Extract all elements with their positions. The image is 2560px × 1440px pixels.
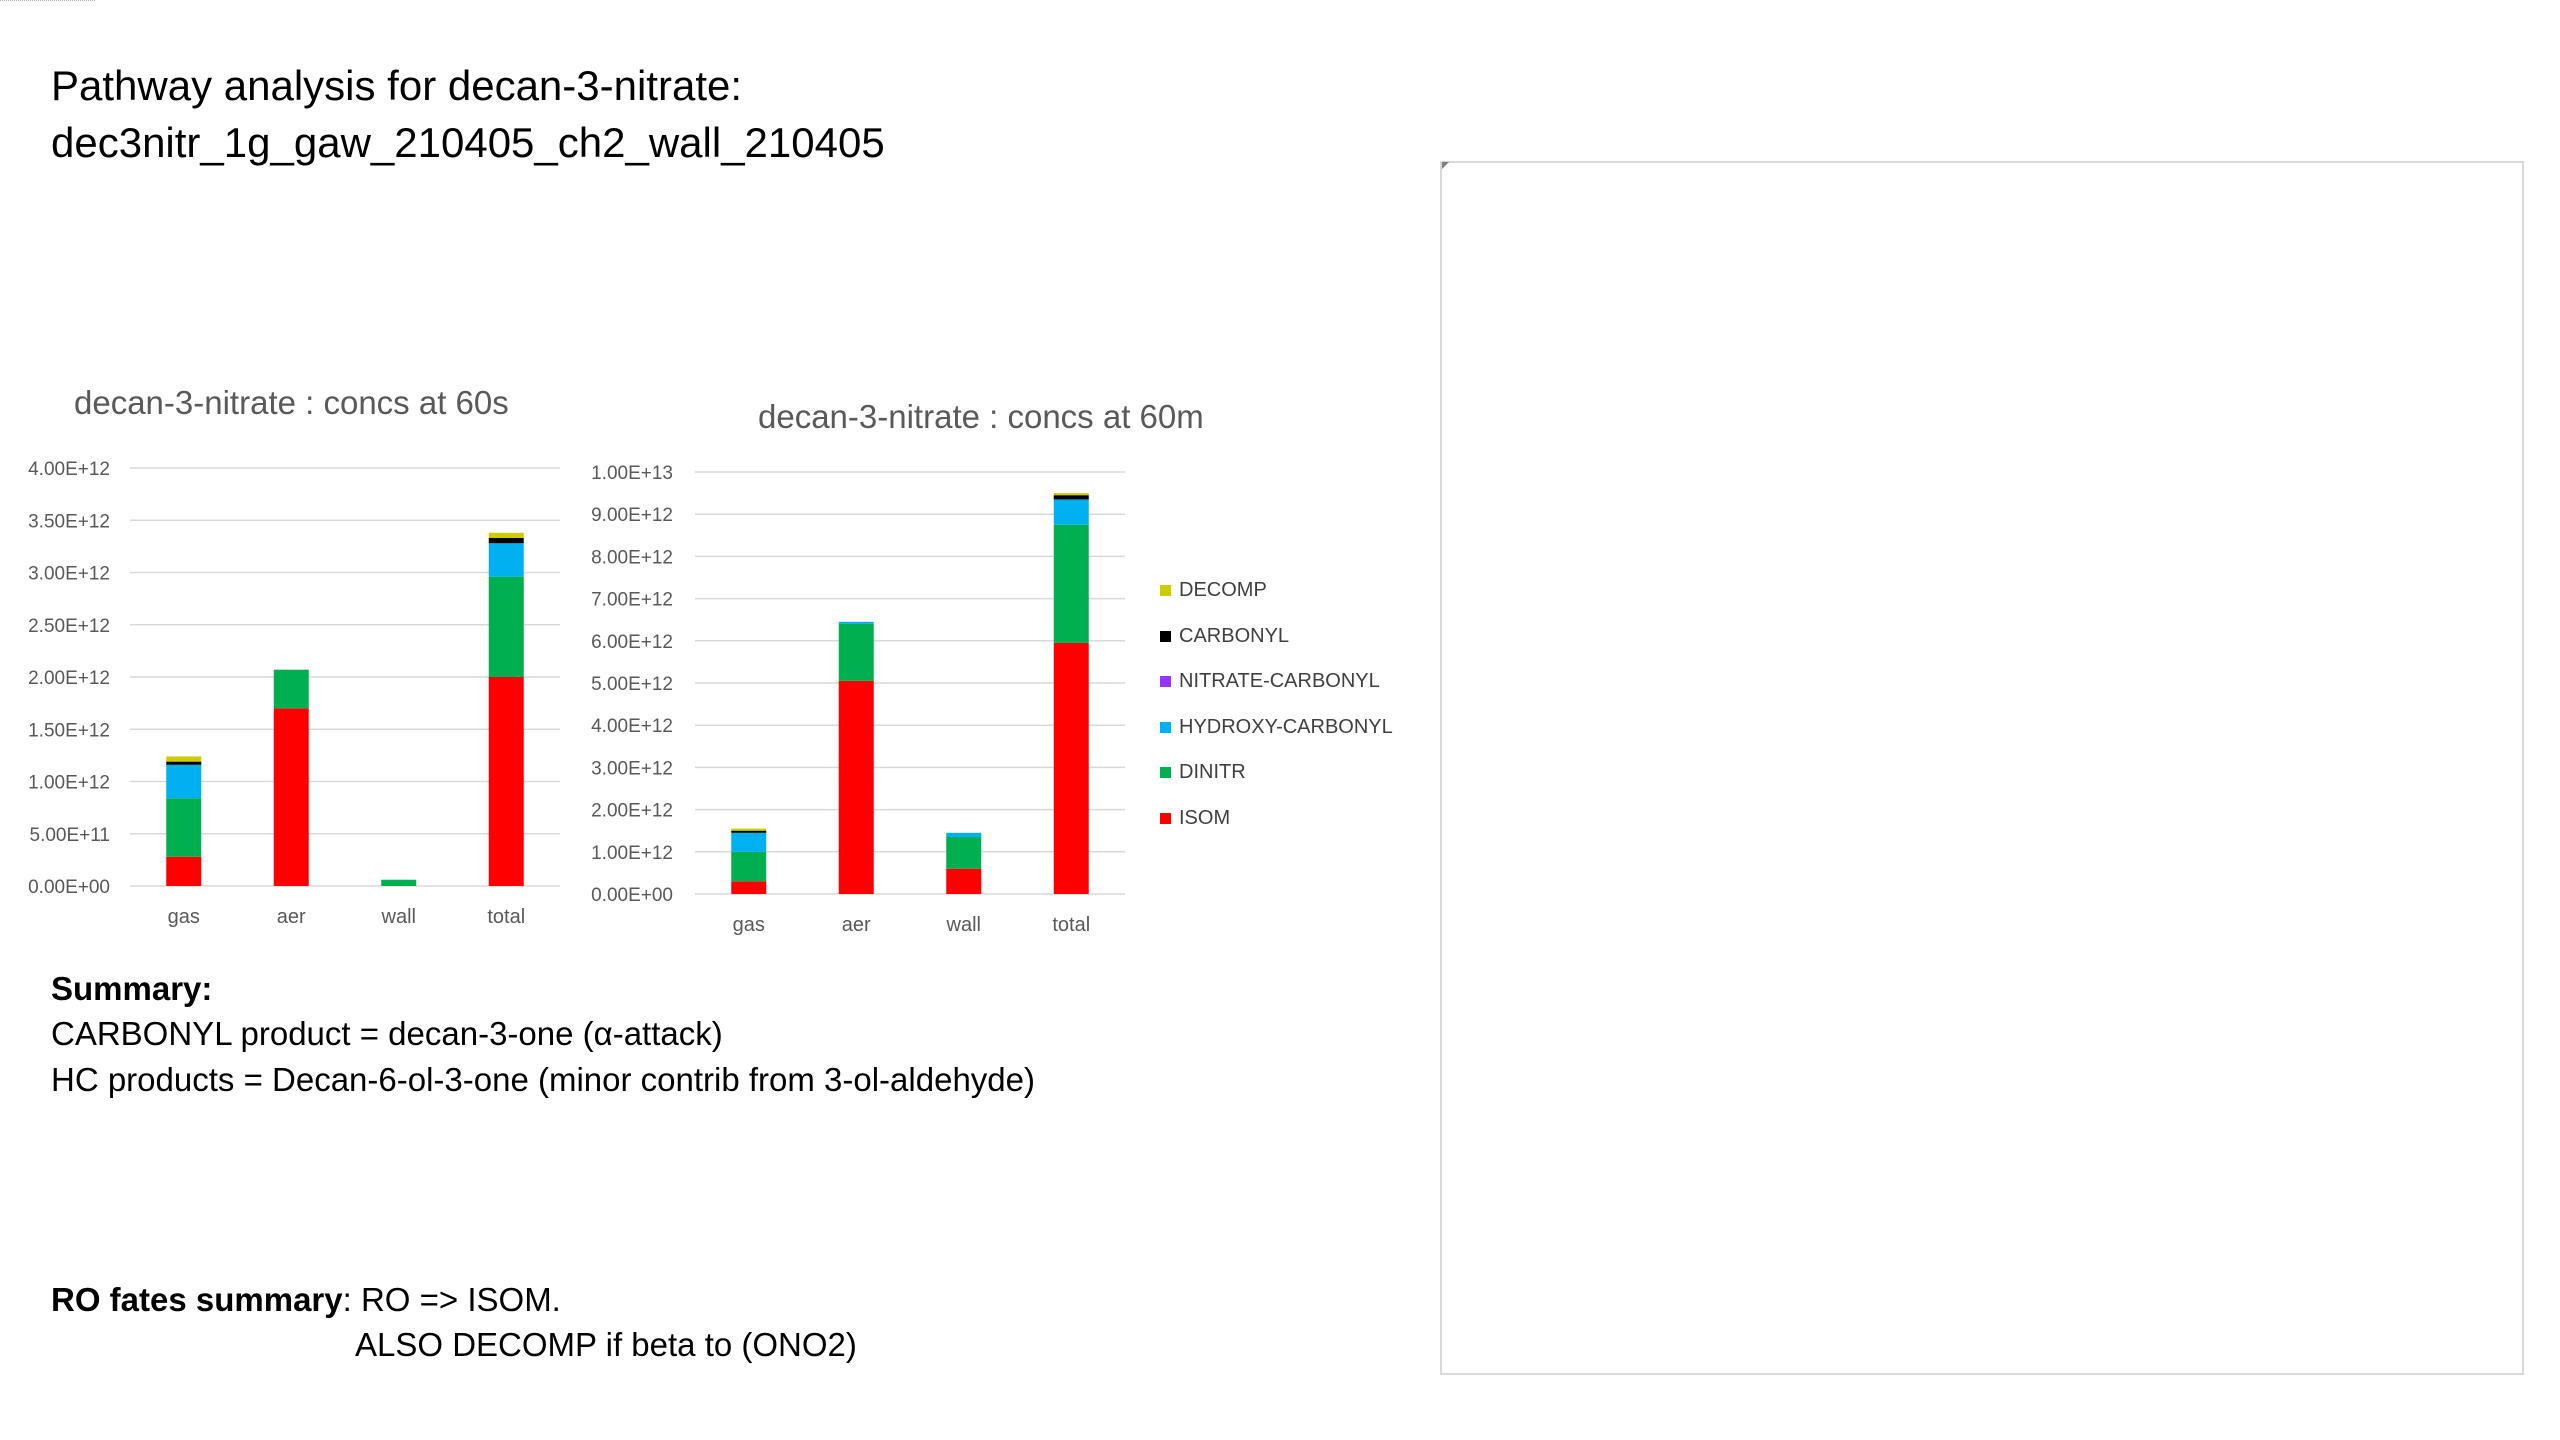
y-tick-label: 1.00E+12 [28, 773, 110, 794]
y-tick-label: 9.00E+12 [591, 505, 673, 526]
legend-item-nitrate-carbonyl: NITRATE-CARBONYL [1160, 659, 1393, 705]
summary-line-hc: HC products = Decan-6-ol-3-one (minor co… [51, 1061, 1035, 1098]
legend-item-isom: ISOM [1160, 796, 1393, 842]
bar-segment-gas-decomp [731, 828, 767, 831]
chart-svg-60s: 0.00E+00 5.00E+11 1.00E+12 1.50E+12 2.00E+12… [28, 459, 560, 928]
legend-item-dinitr: DINITR [1160, 750, 1393, 796]
page-title-line-2: dec3nitr_1g_gaw_210405_ch2_wall_210405 [51, 119, 885, 166]
bar-segment-total-hydroxy-carbonyl [1053, 499, 1089, 525]
legend-swatch-decomp [1160, 585, 1171, 597]
bar-segment-total-carbonyl [488, 538, 524, 544]
y-tick-label: 3.00E+12 [28, 564, 110, 585]
panel-corner-mark [1442, 162, 1449, 169]
bar-segment-aer-isom [838, 680, 874, 894]
bar-segment-gas-isom [731, 881, 767, 894]
bar-segment-gas-hydroxy-carbonyl [731, 832, 767, 852]
y-tick-label: 5.00E+11 [30, 825, 110, 846]
x-tick-label: aer [277, 906, 306, 928]
slide-corner-mark [0, 0, 95, 4]
chart-title-60s: decan-3-nitrate : concs at 60s [74, 384, 509, 421]
y-tick-label: 2.50E+12 [28, 616, 110, 637]
bar-segment-gas-dinitr [166, 798, 202, 857]
y-tick-label: 1.00E+13 [591, 463, 673, 484]
bar-segment-aer-dinitr [838, 623, 874, 681]
y-tick-label: 8.00E+12 [591, 547, 673, 568]
y-tick-label: 1.00E+12 [591, 843, 673, 864]
bar-segment-aer-dinitr [273, 669, 309, 709]
legend-label: DECOMP [1179, 579, 1267, 602]
bar-segment-gas-isom [166, 856, 202, 886]
bar-segment-total-carbonyl [1053, 495, 1089, 500]
chart-concs-60s: decan-3-nitrate : concs at 60s 0.00E+00 5… [0, 380, 570, 940]
summary-heading: Summary: [51, 970, 213, 1007]
ro-fates-text: : RO => ISOM. [342, 1281, 561, 1318]
summary-line-carbonyl: CARBONYL product = decan-3-one (α-attack… [51, 1015, 723, 1052]
bar-segment-aer-hydroxy-carbonyl [838, 621, 874, 624]
bar-segment-total-decomp [488, 532, 524, 539]
chart-svg-60m: 0.00E+00 1.00E+12 2.00E+12 3.00E+12 4.00E+12… [591, 463, 1125, 936]
legend-swatch-carbonyl [1160, 630, 1171, 642]
bar-segment-gas-carbonyl [166, 761, 202, 765]
y-tick-label: 1.50E+12 [28, 720, 110, 741]
bar-segment-gas-carbonyl [731, 830, 767, 833]
bar-segment-total-isom [1053, 642, 1089, 894]
bar-segment-wall-dinitr [381, 879, 417, 886]
y-tick-label: 0.00E+00 [28, 877, 110, 898]
y-tick-label: 4.00E+12 [591, 716, 673, 737]
y-tick-label: 2.00E+12 [591, 801, 673, 822]
y-tick-label: 5.00E+12 [591, 674, 673, 695]
legend-item-decomp: DECOMP [1160, 568, 1393, 614]
chart-concs-60m: decan-3-nitrate : concs at 60m 0.00E+00 1… [570, 380, 1204, 940]
bar-segment-aer-isom [273, 708, 309, 886]
legend-item-hydroxy-carbonyl: HYDROXY-CARBONYL [1160, 705, 1393, 751]
y-tick-label: 4.00E+12 [28, 459, 110, 480]
bar-segment-total-dinitr [1053, 524, 1089, 643]
y-tick-label: 0.00E+00 [591, 885, 673, 906]
y-tick-label: 6.00E+12 [591, 632, 673, 653]
bar-segment-total-dinitr [488, 576, 524, 677]
bar-segment-wall-dinitr [946, 837, 982, 869]
ro-fates-label: RO fates summary [51, 1281, 343, 1318]
y-tick-label: 3.50E+12 [28, 511, 110, 532]
bar-segment-gas-hydroxy-carbonyl [166, 764, 202, 799]
y-tick-label: 7.00E+12 [591, 590, 673, 611]
page-title-line-1: Pathway analysis for decan-3-nitrate: [51, 62, 743, 109]
y-tick-label: 3.00E+12 [591, 758, 673, 779]
legend-label: ISOM [1179, 806, 1231, 829]
x-tick-label: total [1052, 914, 1090, 936]
legend-label: DINITR [1179, 761, 1246, 784]
ro-fates-line-2: ALSO DECOMP if beta to (ONO2) [355, 1326, 857, 1363]
x-tick-label: wall [381, 906, 416, 928]
bar-segment-wall-isom [946, 868, 982, 894]
chart-title-60m: decan-3-nitrate : concs at 60m [758, 398, 1204, 435]
legend-swatch-isom [1160, 812, 1171, 824]
x-tick-label: wall [946, 914, 981, 936]
legend-swatch-nitrate-carbonyl [1160, 676, 1171, 688]
legend-item-carbonyl: CARBONYL [1160, 614, 1393, 660]
bar-segment-total-isom [488, 677, 524, 886]
x-tick-label: aer [842, 914, 871, 936]
x-tick-label: total [487, 906, 525, 928]
chart-legend: DECOMP CARBONYL NITRATE-CARBONYL HYDROXY… [1160, 568, 1393, 841]
bar-segment-gas-decomp [166, 756, 202, 762]
legend-swatch-hydroxy-carbonyl [1160, 721, 1171, 733]
bar-segment-gas-dinitr [731, 851, 767, 882]
bar-segment-wall-hydroxy-carbonyl [946, 832, 982, 838]
x-tick-label: gas [733, 914, 765, 936]
image-placeholder-panel [1440, 161, 2524, 1375]
y-tick-label: 2.00E+12 [28, 668, 110, 689]
bar-segment-total-decomp [1053, 493, 1089, 496]
legend-label: NITRATE-CARBONYL [1179, 670, 1380, 693]
x-tick-label: gas [168, 906, 200, 928]
ro-fates-line: RO fates summary: RO => ISOM. [51, 1281, 561, 1319]
legend-label: HYDROXY-CARBONYL [1179, 715, 1393, 738]
legend-swatch-dinitr [1160, 767, 1171, 779]
bar-segment-total-hydroxy-carbonyl [488, 543, 524, 577]
legend-label: CARBONYL [1179, 624, 1290, 647]
